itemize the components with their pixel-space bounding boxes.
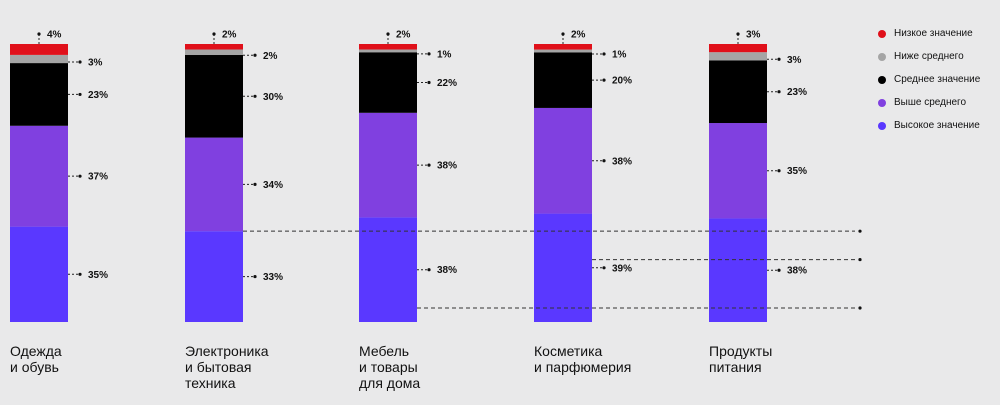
leader-dot-cosmetics-average bbox=[602, 78, 606, 82]
data-label-food-low: 3% bbox=[746, 30, 761, 41]
leader-dot-furniture-low bbox=[386, 32, 390, 36]
data-label-clothing-below-average: 3% bbox=[88, 57, 103, 68]
leader-dot-electronics-average bbox=[253, 94, 257, 98]
leader-dot-food-high bbox=[777, 268, 781, 272]
data-label-cosmetics-high: 39% bbox=[612, 263, 632, 274]
bar-segment-clothing-average bbox=[10, 63, 68, 126]
bar-segment-clothing-high bbox=[10, 226, 68, 322]
leader-dot-cosmetics-high bbox=[602, 266, 606, 270]
data-label-electronics-above-average: 34% bbox=[263, 180, 283, 191]
data-label-cosmetics-above-average: 38% bbox=[612, 156, 632, 167]
bar-segment-furniture-average bbox=[359, 52, 417, 113]
reference-line-electronics-boundary-dot bbox=[858, 229, 862, 233]
data-label-furniture-average: 22% bbox=[437, 78, 457, 89]
reference-line-furniture-base-dot bbox=[858, 306, 862, 310]
data-label-furniture-high: 38% bbox=[437, 265, 457, 276]
leader-dot-clothing-high bbox=[78, 272, 82, 276]
data-label-cosmetics-below-average: 1% bbox=[612, 49, 627, 60]
bar-segment-food-above-average bbox=[709, 123, 767, 219]
bar-segment-furniture-below-average bbox=[359, 49, 417, 53]
leader-dot-cosmetics-below-average bbox=[602, 52, 606, 56]
data-label-food-above-average: 35% bbox=[787, 166, 807, 177]
data-label-furniture-above-average: 38% bbox=[437, 161, 457, 172]
leader-dot-furniture-average bbox=[427, 80, 431, 85]
leader-dot-clothing-average bbox=[78, 92, 82, 97]
leader-dot-food-average bbox=[777, 90, 781, 94]
bar-segment-electronics-average bbox=[185, 55, 243, 138]
leader-dot-cosmetics-low bbox=[561, 32, 565, 36]
bar-segment-food-low bbox=[709, 44, 767, 53]
bar-segment-electronics-above-average bbox=[185, 137, 243, 232]
bar-segment-cosmetics-low bbox=[534, 44, 592, 50]
data-label-cosmetics-low: 2% bbox=[571, 30, 586, 41]
bar-segment-clothing-low bbox=[10, 44, 68, 55]
legend-label-low: Низкое значение bbox=[894, 28, 973, 39]
data-label-furniture-low: 2% bbox=[396, 30, 411, 41]
data-label-food-average: 23% bbox=[787, 87, 807, 98]
leader-dot-cosmetics-above-average bbox=[602, 159, 606, 163]
data-label-clothing-high: 35% bbox=[88, 270, 108, 281]
data-label-electronics-low: 2% bbox=[222, 30, 237, 41]
data-label-food-below-average: 3% bbox=[787, 55, 802, 66]
legend-swatch-above-average bbox=[878, 99, 886, 107]
data-label-electronics-average: 30% bbox=[263, 92, 283, 103]
category-label-food: Продукты питания bbox=[709, 343, 773, 375]
bar-segment-clothing-below-average bbox=[10, 54, 68, 64]
category-label-cosmetics: Косметика и парфюмерия bbox=[534, 343, 632, 375]
bar-segment-furniture-low bbox=[359, 44, 417, 50]
data-label-furniture-below-average: 1% bbox=[437, 49, 452, 60]
bar-segment-electronics-low bbox=[185, 44, 243, 50]
bar-segment-food-average bbox=[709, 60, 767, 124]
reference-line-cosmetics-high-dot bbox=[858, 257, 862, 262]
leader-dot-food-low bbox=[736, 32, 740, 36]
leader-dot-electronics-above-average bbox=[253, 182, 257, 186]
legend-label-above-average: Выше среднего bbox=[894, 97, 967, 108]
legend-swatch-below-average bbox=[878, 53, 886, 61]
leader-dot-clothing-above-average bbox=[78, 174, 82, 178]
legend-label-average: Среднее значение bbox=[894, 74, 981, 85]
bar-segment-cosmetics-average bbox=[534, 52, 592, 108]
category-label-furniture: Мебель и товары для дома bbox=[359, 343, 421, 391]
bar-segment-clothing-above-average bbox=[10, 125, 68, 227]
data-label-clothing-average: 23% bbox=[88, 90, 108, 101]
leader-dot-electronics-below-average bbox=[253, 53, 257, 57]
bar-segment-electronics-high bbox=[185, 231, 243, 322]
data-label-electronics-below-average: 2% bbox=[263, 51, 278, 62]
leader-dot-electronics-high bbox=[253, 274, 257, 279]
bar-segment-cosmetics-high bbox=[534, 213, 592, 322]
bar-segment-furniture-above-average bbox=[359, 112, 417, 218]
legend-swatch-average bbox=[878, 76, 886, 84]
leader-dot-electronics-low bbox=[212, 32, 216, 36]
leader-dot-food-below-average bbox=[777, 57, 781, 61]
leader-dot-food-above-average bbox=[777, 169, 781, 173]
bar-segment-cosmetics-below-average bbox=[534, 49, 592, 53]
leader-dot-furniture-above-average bbox=[427, 163, 431, 167]
legend-swatch-high bbox=[878, 122, 886, 130]
data-label-clothing-above-average: 37% bbox=[88, 172, 108, 183]
bar-segment-cosmetics-above-average bbox=[534, 107, 592, 214]
leader-dot-furniture-below-average bbox=[427, 52, 431, 56]
category-label-electronics: Электроника и бытовая техника bbox=[185, 343, 269, 391]
bar-segment-electronics-below-average bbox=[185, 49, 243, 55]
leader-dot-clothing-low bbox=[37, 32, 41, 36]
data-label-cosmetics-average: 20% bbox=[612, 76, 632, 87]
leader-dot-clothing-below-average bbox=[78, 60, 82, 64]
legend-label-high: Высокое значение bbox=[894, 120, 980, 131]
bar-segment-food-below-average bbox=[709, 52, 767, 61]
data-label-clothing-low: 4% bbox=[47, 30, 62, 41]
legend-label-below-average: Ниже среднего bbox=[894, 51, 964, 62]
data-label-food-high: 38% bbox=[787, 266, 807, 277]
data-label-electronics-high: 33% bbox=[263, 272, 283, 283]
bar-segment-furniture-high bbox=[359, 217, 417, 322]
legend-swatch-low bbox=[878, 30, 886, 38]
bar-segment-food-high bbox=[709, 218, 767, 322]
leader-dot-furniture-high bbox=[427, 268, 431, 272]
category-label-clothing: Одежда и обувь bbox=[10, 343, 62, 375]
